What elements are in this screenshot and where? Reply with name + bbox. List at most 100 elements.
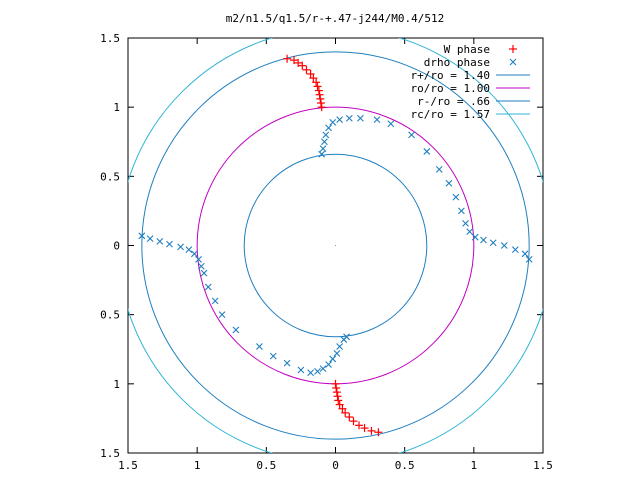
drho-phase-point bbox=[177, 243, 184, 251]
w-phase-point bbox=[316, 99, 325, 108]
drho-phase-point bbox=[211, 297, 219, 305]
w-phase-point bbox=[374, 428, 383, 437]
drho-phase-point bbox=[325, 361, 332, 368]
x-tick-label: 0.5 bbox=[395, 459, 415, 472]
w-phase-point bbox=[312, 78, 321, 87]
drho-phase-point bbox=[185, 246, 193, 254]
y-tick-label: 0.5 bbox=[100, 309, 120, 322]
w-phase-point bbox=[332, 388, 341, 397]
drho-phase-point bbox=[445, 179, 453, 187]
drho-phase-point bbox=[191, 250, 198, 258]
drho-phase-point bbox=[195, 255, 202, 263]
legend-label: rc/ro = 1.57 bbox=[411, 108, 490, 121]
drho-phase-point bbox=[321, 138, 328, 146]
drho-phase-point bbox=[307, 369, 314, 377]
drho-phase-point bbox=[197, 262, 205, 270]
phase-markers bbox=[138, 54, 533, 437]
w-phase-point bbox=[317, 103, 326, 112]
drho-phase-point bbox=[314, 367, 321, 375]
w-phase-point bbox=[338, 404, 347, 413]
drho-phase-point bbox=[156, 237, 164, 245]
drho-phase-point bbox=[423, 148, 431, 155]
x-tick-label: 1 bbox=[471, 459, 478, 472]
w-phase-point bbox=[367, 426, 376, 435]
drho-phase-point bbox=[489, 239, 497, 247]
drho-phase-point bbox=[345, 114, 353, 122]
drho-phase-point bbox=[269, 352, 277, 360]
w-phase-point bbox=[294, 58, 303, 67]
drho-phase-point bbox=[204, 283, 212, 291]
drho-phase-point bbox=[256, 343, 263, 350]
x-tick-label: 0 bbox=[332, 459, 339, 472]
drho-phase-point bbox=[466, 228, 474, 236]
drho-phase-point bbox=[462, 219, 469, 227]
y-tick-label: 1.5 bbox=[100, 447, 120, 460]
drho-phase-point bbox=[322, 131, 330, 139]
drho-phase-point bbox=[329, 118, 337, 126]
drho-phase-point bbox=[319, 365, 327, 373]
origin-dot bbox=[334, 244, 337, 247]
reference-circles bbox=[128, 38, 543, 453]
legend-label: ro/ro = 1.00 bbox=[411, 82, 490, 95]
drho-phase-point bbox=[525, 255, 533, 263]
drho-phase-point bbox=[373, 116, 381, 124]
x-tick-label: 1.5 bbox=[118, 459, 138, 472]
y-tick-label: 0 bbox=[113, 240, 120, 253]
y-tick-label: 1 bbox=[113, 378, 120, 391]
drho-phase-point bbox=[336, 116, 344, 124]
w-phase-point bbox=[313, 82, 322, 91]
legend-cross-icon bbox=[509, 58, 517, 66]
drho-phase-point bbox=[387, 120, 395, 128]
drho-phase-point bbox=[457, 207, 465, 215]
drho-phase-point bbox=[480, 236, 487, 244]
w-phase-point bbox=[302, 65, 311, 74]
y-tick-label: 0.5 bbox=[100, 170, 120, 183]
drho-phase-point bbox=[297, 366, 305, 374]
drho-phase-point bbox=[319, 145, 327, 153]
drho-phase-point bbox=[329, 355, 337, 363]
legend-label: r-/ro = .66 bbox=[417, 95, 490, 108]
drho-phase-point bbox=[318, 150, 326, 158]
w-phase-point bbox=[316, 94, 325, 103]
drho-phase-point bbox=[325, 124, 332, 132]
x-tick-label: 0.5 bbox=[256, 459, 276, 472]
w-phase-point bbox=[315, 90, 324, 99]
w-phase-point bbox=[334, 396, 343, 405]
reference-circle bbox=[141, 51, 530, 440]
legend-label: r+/ro = 1.40 bbox=[411, 69, 490, 82]
w-phase-point bbox=[314, 86, 323, 95]
y-tick-label: 1 bbox=[113, 101, 120, 114]
drho-phase-point bbox=[200, 269, 208, 277]
legend-plus-icon bbox=[509, 45, 517, 53]
drho-phase-point bbox=[138, 232, 146, 240]
drho-phase-point bbox=[218, 311, 226, 319]
x-tick-label: 1 bbox=[194, 459, 201, 472]
drho-phase-point bbox=[500, 242, 508, 249]
drho-phase-point bbox=[166, 240, 173, 248]
drho-phase-point bbox=[146, 235, 154, 242]
w-phase-point bbox=[283, 54, 292, 63]
w-phase-point bbox=[349, 417, 358, 426]
legend-label: W phase bbox=[444, 43, 490, 56]
drho-phase-point bbox=[336, 343, 344, 350]
w-phase-point bbox=[309, 74, 318, 83]
w-phase-point bbox=[345, 413, 354, 422]
w-phase-point bbox=[290, 56, 298, 65]
x-tick-label: 1.5 bbox=[533, 459, 553, 472]
drho-phase-point bbox=[471, 233, 479, 241]
legend-label: drho phase bbox=[424, 56, 490, 69]
w-phase-point bbox=[341, 408, 350, 417]
drho-phase-point bbox=[333, 350, 341, 357]
w-phase-point bbox=[333, 392, 342, 401]
w-phase-point bbox=[306, 69, 315, 78]
w-phase-point bbox=[332, 383, 341, 392]
w-phase-point bbox=[298, 61, 307, 70]
drho-phase-point bbox=[283, 359, 291, 367]
w-phase-point bbox=[355, 421, 364, 430]
drho-phase-point bbox=[452, 193, 460, 201]
drho-phase-point bbox=[232, 326, 240, 334]
drho-phase-point bbox=[343, 333, 350, 341]
